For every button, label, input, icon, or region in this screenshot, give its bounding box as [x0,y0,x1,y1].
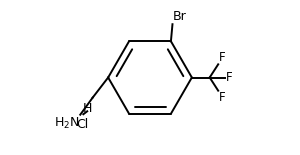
Text: H$_2$N: H$_2$N [54,115,80,131]
Text: F: F [219,91,226,104]
Text: F: F [219,51,226,64]
Text: H: H [82,102,92,115]
Text: Br: Br [173,10,187,23]
Text: Cl: Cl [76,118,89,131]
Text: F: F [226,71,232,84]
